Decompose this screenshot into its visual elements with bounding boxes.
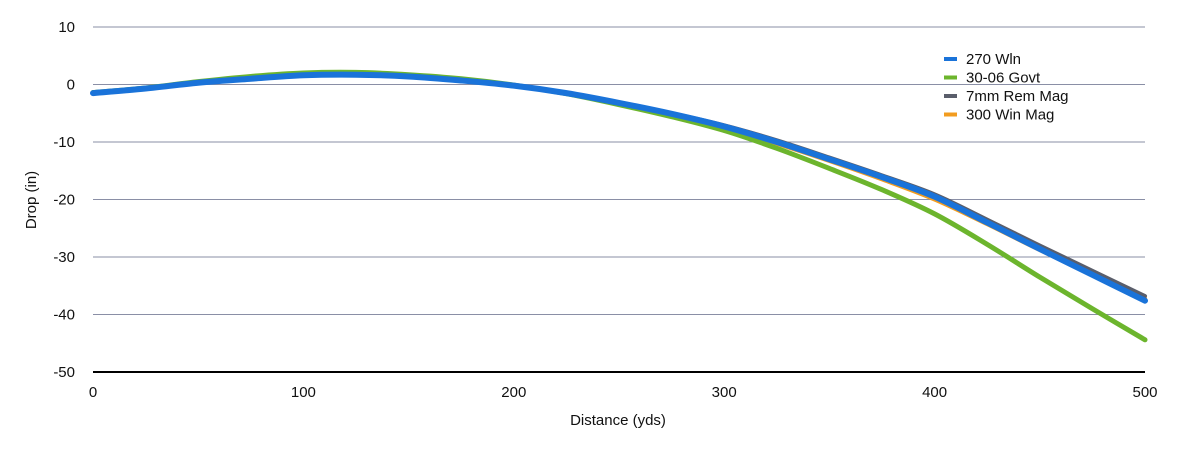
y-tick-label: -50 xyxy=(53,364,75,381)
y-tick-label: 10 xyxy=(58,19,75,36)
y-tick-label: -20 xyxy=(53,192,75,209)
x-tick-label: 400 xyxy=(922,384,947,401)
legend-entry: 300 Win Mag xyxy=(966,107,1054,124)
x-tick-label: 0 xyxy=(89,384,97,401)
x-tick-label: 100 xyxy=(291,384,316,401)
series-line-270-wln xyxy=(90,71,1148,304)
y-tick-label: 0 xyxy=(67,77,75,94)
x-tick-label: 500 xyxy=(1132,384,1157,401)
x-tick-label: 300 xyxy=(712,384,737,401)
y-axis-label: Drop (in) xyxy=(23,171,40,229)
y-tick-label: -30 xyxy=(53,249,75,266)
legend-entry: 30-06 Govt xyxy=(966,70,1041,87)
y-tick-label: -10 xyxy=(53,134,75,151)
gridlines xyxy=(93,26,1145,373)
legend-entry: 7mm Rem Mag xyxy=(966,88,1069,105)
x-axis-label: Distance (yds) xyxy=(570,412,666,429)
x-tick-label: 200 xyxy=(501,384,526,401)
y-tick-labels: 10 0 -10 -20 -30 -40 -50 xyxy=(53,19,75,381)
series-lines xyxy=(90,69,1148,343)
legend-entry: 270 Wln xyxy=(966,51,1021,68)
y-tick-label: -40 xyxy=(53,307,75,324)
x-tick-labels: 0 100 200 300 400 500 xyxy=(89,384,1158,401)
